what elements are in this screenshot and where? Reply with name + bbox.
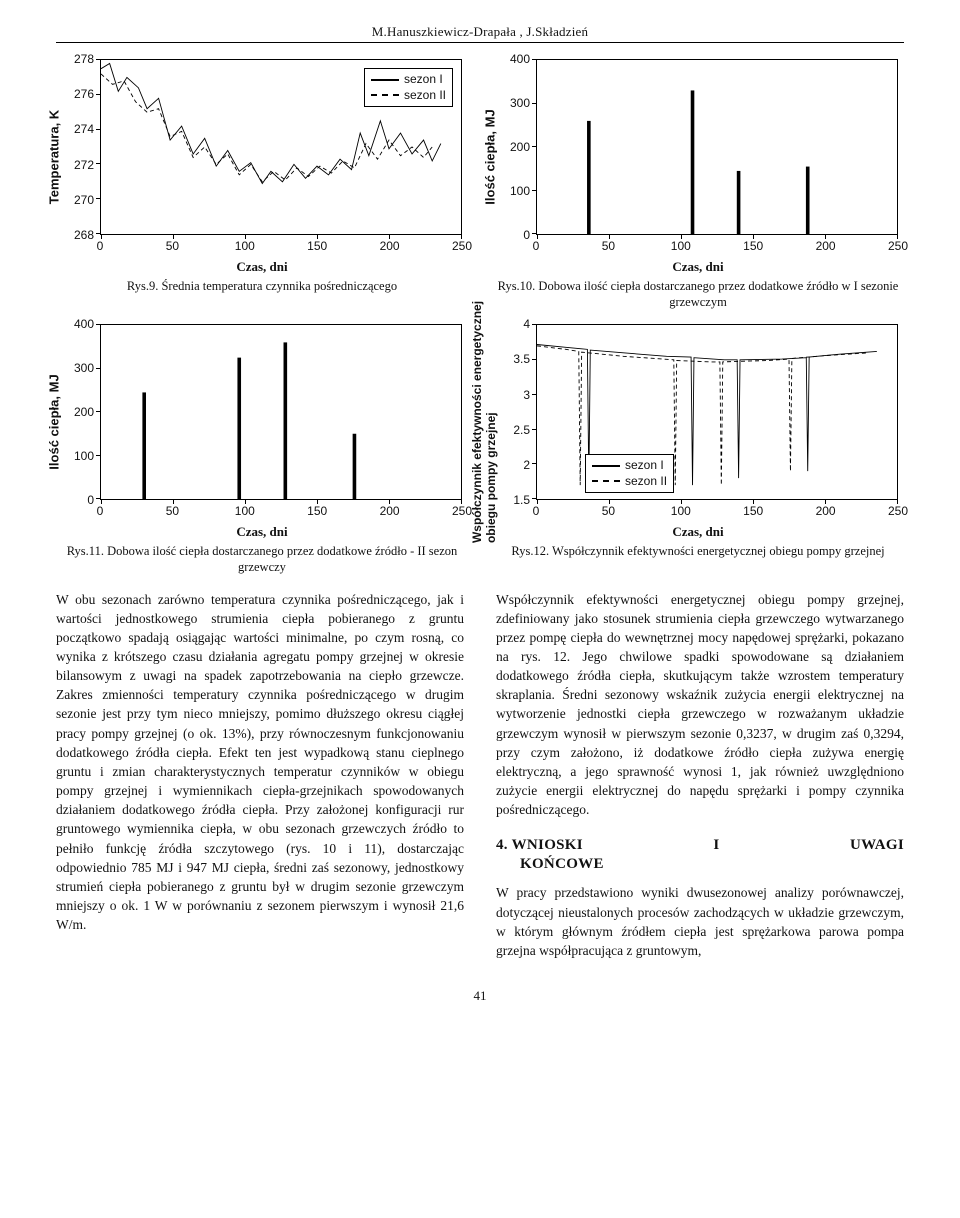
fig9-legend: sezon I sezon II — [364, 68, 453, 107]
body-columns: W obu sezonach zarówno temperatura czynn… — [56, 590, 904, 961]
fig9-xlabel: Czas, dni — [56, 259, 468, 275]
fig9-column: Temperatura, K 268270272274276278 sezon … — [56, 53, 468, 310]
fig10-xlabel: Czas, dni — [492, 259, 904, 275]
fig11-xlabel: Czas, dni — [56, 524, 468, 540]
section-title-part1: 4. WNIOSKI — [496, 837, 583, 854]
fig11-column: Ilość ciepła, MJ 0100200300400 050100150… — [56, 318, 468, 575]
legend-sezon1: sezon I — [404, 72, 443, 88]
page-number: 41 — [56, 988, 904, 1004]
section-heading: 4. WNIOSKI I UWAGI — [496, 837, 904, 854]
section-title-line2: KOŃCOWE — [520, 856, 604, 873]
fig12-xlabel: Czas, dni — [492, 524, 904, 540]
fig9-caption: Rys.9. Średnia temperatura czynnika pośr… — [56, 279, 468, 295]
legend-sezon2: sezon II — [625, 474, 667, 490]
fig10-caption: Rys.10. Dobowa ilość ciepła dostarczaneg… — [492, 279, 904, 310]
charts-row-2: Ilość ciepła, MJ 0100200300400 050100150… — [56, 318, 904, 575]
left-column: W obu sezonach zarówno temperatura czynn… — [56, 590, 464, 961]
right-paragraph: Współczynnik efektywności energetycznej … — [496, 590, 904, 820]
fig10-chart: Ilość ciepła, MJ 0100200300400 050100150… — [492, 53, 904, 261]
fig11-chart: Ilość ciepła, MJ 0100200300400 050100150… — [56, 318, 468, 526]
section-title-part3: UWAGI — [850, 837, 904, 854]
left-paragraph: W obu sezonach zarówno temperatura czynn… — [56, 590, 464, 935]
running-head: M.Hanuszkiewicz-Drapała , J.Składzień — [56, 24, 904, 43]
fig12-chart: Współczynnik efektywności energetycznej … — [492, 318, 904, 526]
section-paragraph: W pracy przedstawiono wyniki dwusezonowe… — [496, 883, 904, 960]
right-column: Współczynnik efektywności energetycznej … — [496, 590, 904, 961]
fig12-caption: Rys.12. Współczynnik efektywności energe… — [492, 544, 904, 560]
fig9-chart: Temperatura, K 268270272274276278 sezon … — [56, 53, 468, 261]
fig12-column: Współczynnik efektywności energetycznej … — [492, 318, 904, 575]
legend-sezon1: sezon I — [625, 458, 664, 474]
fig12-legend: sezon I sezon II — [585, 454, 674, 493]
fig10-column: Ilość ciepła, MJ 0100200300400 050100150… — [492, 53, 904, 310]
section-title-part2: I — [713, 837, 719, 854]
legend-sezon2: sezon II — [404, 88, 446, 104]
fig11-caption: Rys.11. Dobowa ilość ciepła dostarczaneg… — [56, 544, 468, 575]
charts-row-1: Temperatura, K 268270272274276278 sezon … — [56, 53, 904, 310]
section-heading-line2: KOŃCOWE — [496, 856, 904, 873]
